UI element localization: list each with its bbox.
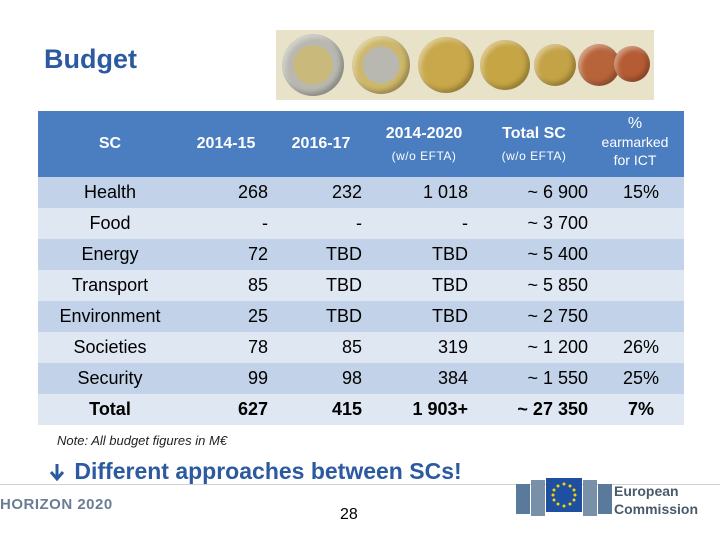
- european-commission-logo: [516, 478, 612, 516]
- cell-sc: Environment: [59, 306, 161, 326]
- cell-sc: Security: [77, 368, 143, 388]
- cell-total: ~ 1 550: [527, 368, 588, 388]
- cell-ict: [596, 270, 686, 301]
- budget-table: SC 2014-15 2016-17 2014-2020 (w/o EFTA) …: [38, 111, 684, 427]
- cell-ict: [596, 301, 686, 332]
- cell-y1415: -: [262, 213, 268, 233]
- ten-cent-coin: [534, 44, 576, 86]
- cell-y1617: 85: [341, 337, 362, 357]
- headline: à Different approaches between SCs!: [46, 458, 462, 485]
- table-header: [38, 111, 684, 177]
- one-euro-coin: [352, 36, 410, 94]
- cell-y1415: 268: [237, 182, 268, 202]
- two-cent-coin: [614, 46, 650, 82]
- cell-y1420: TBD: [432, 244, 468, 264]
- cell-y1420: -: [462, 213, 468, 233]
- cell-total: ~ 27 350: [517, 399, 588, 419]
- budget-note: Note: All budget figures in M€: [57, 433, 228, 448]
- table-row: Societies 78 85 319 ~ 1 200 26%: [38, 332, 684, 363]
- twenty-cent-coin: [480, 40, 530, 90]
- cell-total: ~ 2 750: [527, 306, 588, 326]
- headline-text: Different approaches between SCs!: [74, 458, 462, 484]
- header-2014-2020: 2014-2020 (w/o EFTA): [364, 125, 484, 163]
- table-row: Energy 72 TBD TBD ~ 5 400: [38, 239, 684, 270]
- cell-sc: Societies: [73, 337, 147, 357]
- cell-y1420: 1 903+: [412, 399, 468, 419]
- cell-total: ~ 5 400: [527, 244, 588, 264]
- footer-divider: [0, 484, 720, 485]
- two-euro-coin: [282, 34, 344, 96]
- header-2014-2020-sub: (w/o EFTA): [391, 149, 457, 163]
- cell-total: ~ 3 700: [527, 213, 588, 233]
- cell-y1420: TBD: [432, 275, 468, 295]
- five-cent-coin: [578, 44, 620, 86]
- header-2014-15: 2014-15: [196, 135, 256, 152]
- cell-y1617: -: [356, 213, 362, 233]
- cell-total: ~ 1 200: [527, 337, 588, 357]
- cell-y1415: 25: [247, 306, 268, 326]
- cell-y1617: 415: [331, 399, 362, 419]
- european-commission-text: European Commission: [614, 482, 698, 518]
- cell-y1415: 72: [247, 244, 268, 264]
- commission-line2: Commission: [614, 501, 699, 517]
- horizon-logo: HORIZON 2020: [0, 496, 113, 513]
- cell-sc: Total: [89, 399, 131, 419]
- header-total-sc: Total SC (w/o EFTA): [484, 125, 584, 163]
- header-total-label: Total SC: [502, 125, 566, 142]
- cell-y1617: 232: [331, 182, 362, 202]
- header-ict-line3: for ICT: [613, 152, 657, 168]
- cell-total: ~ 6 900: [527, 182, 588, 202]
- cell-ict: 25%: [622, 368, 660, 388]
- cell-y1415: 78: [247, 337, 268, 357]
- header-2014-2020-label: 2014-2020: [385, 125, 463, 142]
- cell-y1420: 319: [437, 337, 468, 357]
- cell-ict: [596, 239, 686, 270]
- cell-y1420: 384: [437, 368, 468, 388]
- table-row: Food - - - ~ 3 700: [38, 208, 684, 239]
- cell-y1420: 1 018: [422, 182, 468, 202]
- cell-y1415: 627: [237, 399, 268, 419]
- table-row: Security 99 98 384 ~ 1 550 25%: [38, 363, 684, 394]
- fifty-cent-coin: [418, 37, 474, 93]
- cell-sc: Energy: [81, 244, 139, 264]
- header-sc: SC: [98, 135, 122, 152]
- euro-coins-image: [276, 30, 654, 100]
- header-ict: % earmarked for ICT: [590, 115, 680, 169]
- table-row: Environment 25 TBD TBD ~ 2 750: [38, 301, 684, 332]
- cell-ict: [596, 208, 686, 239]
- cell-y1617: TBD: [326, 244, 362, 264]
- cell-sc: Food: [89, 213, 131, 233]
- header-ict-pct: %: [627, 115, 643, 132]
- cell-total: ~ 5 850: [527, 275, 588, 295]
- table-row: Health 268 232 1 018 ~ 6 900 15%: [38, 177, 684, 208]
- table-row: Total 627 415 1 903+ ~ 27 350 7%: [38, 394, 684, 425]
- cell-y1420: TBD: [432, 306, 468, 326]
- header-ict-line2: earmarked: [601, 134, 669, 150]
- table-row: Transport 85 TBD TBD ~ 5 850: [38, 270, 684, 301]
- cell-ict: 26%: [622, 337, 660, 357]
- cell-y1617: TBD: [326, 275, 362, 295]
- cell-ict: 15%: [622, 182, 660, 202]
- page-number: 28: [340, 506, 358, 523]
- cell-y1415: 85: [247, 275, 268, 295]
- cell-ict: 7%: [627, 399, 654, 419]
- cell-y1617: TBD: [326, 306, 362, 326]
- down-arrow-icon: [49, 464, 65, 482]
- cell-y1617: 98: [341, 368, 362, 388]
- cell-sc: Health: [83, 182, 137, 202]
- header-total-sub: (w/o EFTA): [501, 149, 567, 163]
- cell-sc: Transport: [71, 275, 149, 295]
- commission-line1: European: [614, 483, 679, 499]
- page-title: Budget: [44, 44, 137, 74]
- cell-y1415: 99: [247, 368, 268, 388]
- header-2016-17: 2016-17: [291, 135, 351, 152]
